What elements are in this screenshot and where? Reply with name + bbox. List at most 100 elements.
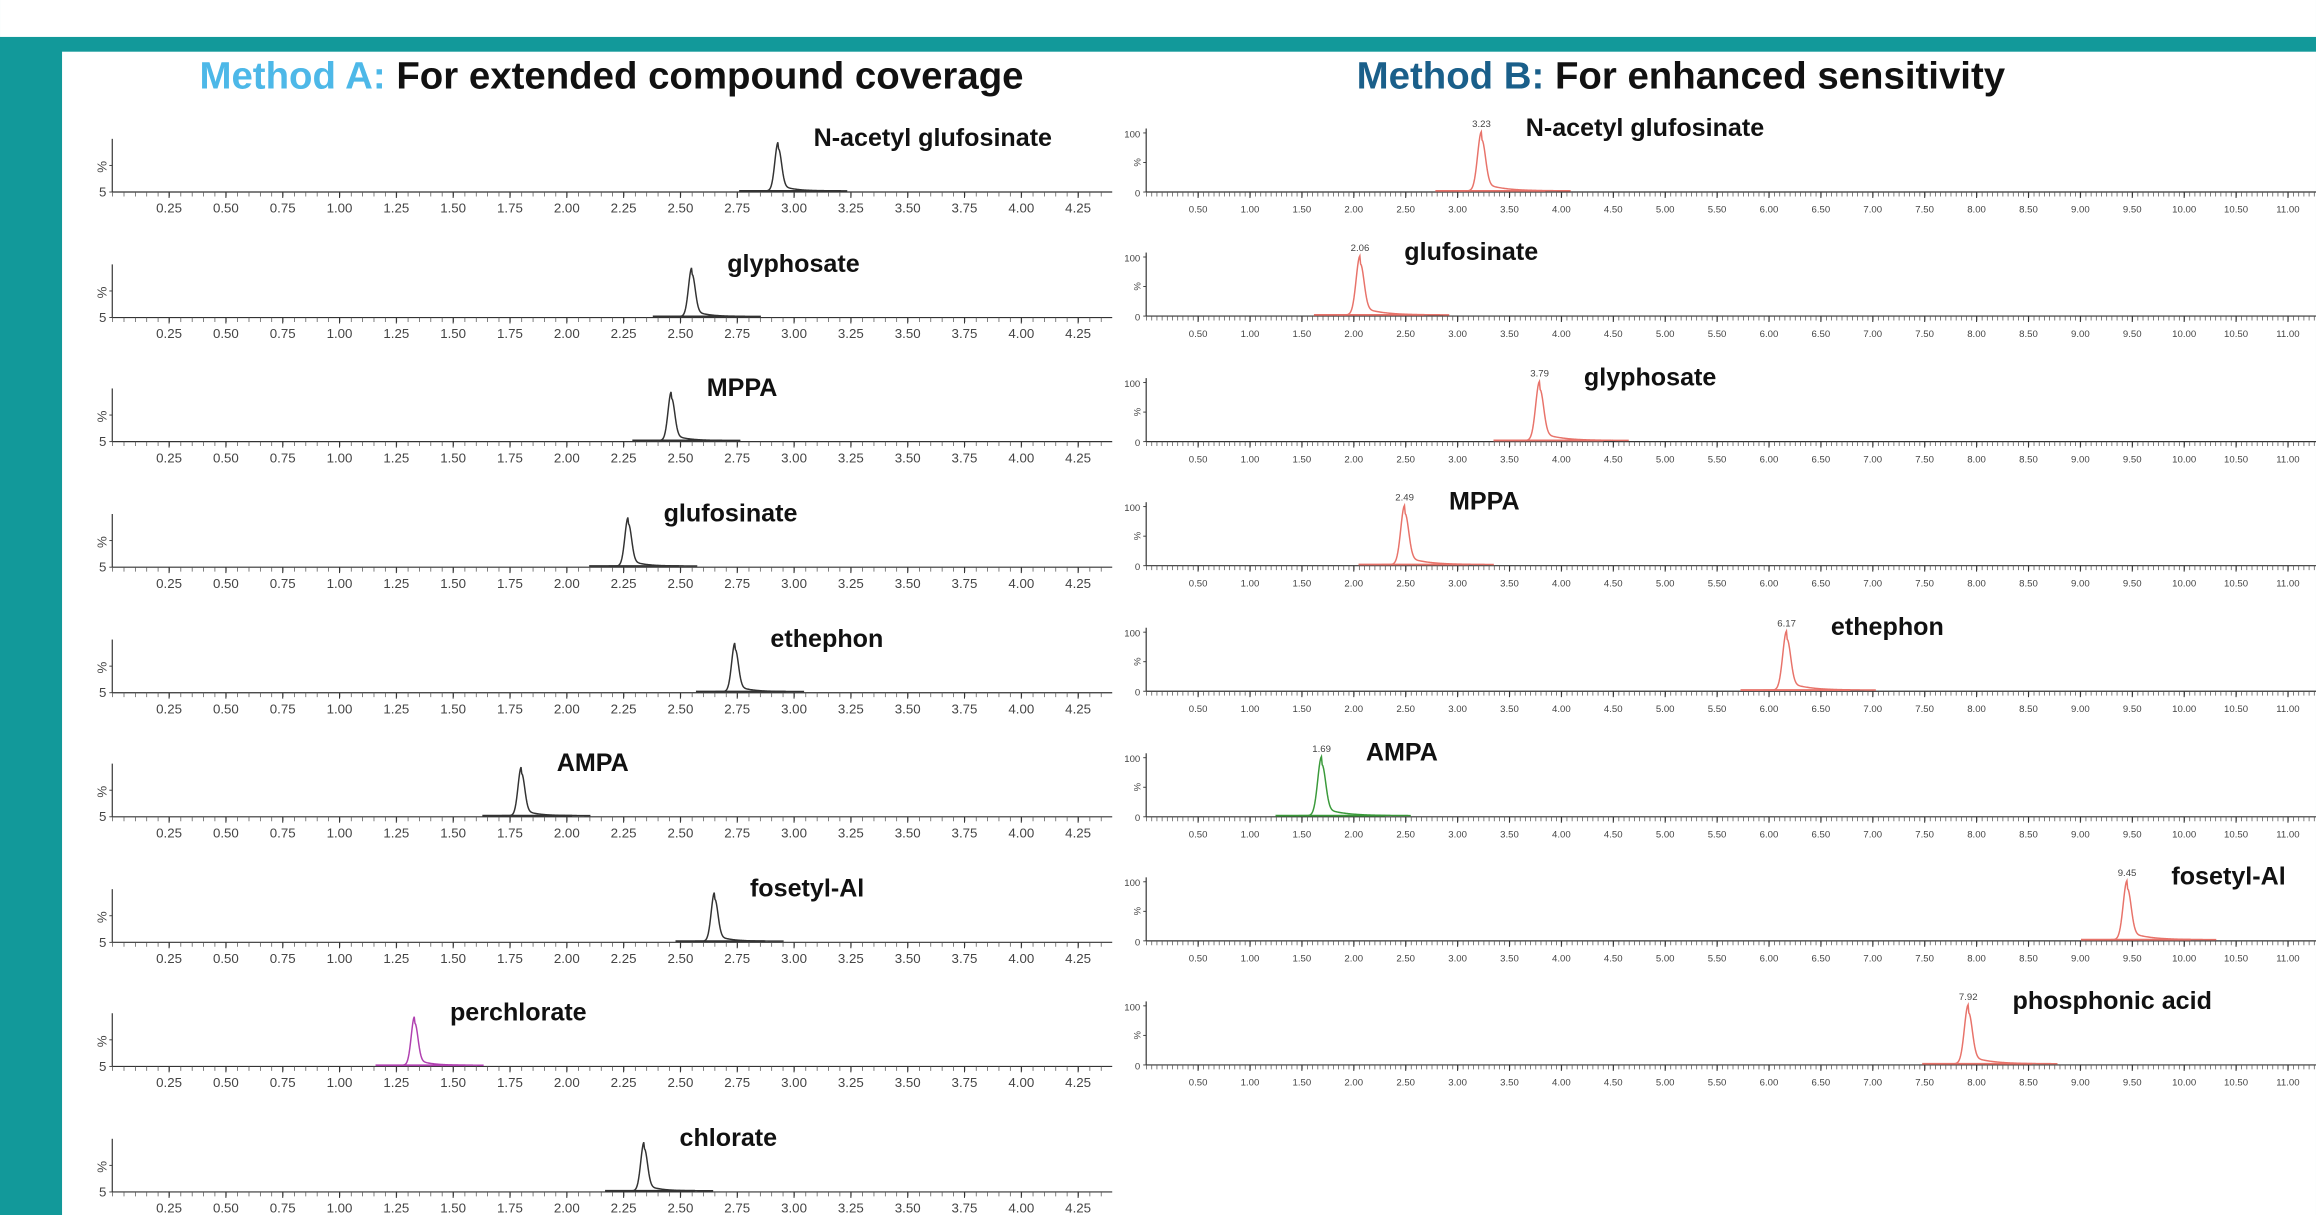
x-tick-label: 4.00 (1008, 450, 1034, 465)
x-tick-label: 1.00 (1241, 205, 1260, 216)
x-tick-label: 2.00 (1344, 1078, 1363, 1089)
x-tick-label: 0.50 (213, 326, 239, 341)
x-tick-label: 2.25 (611, 825, 637, 840)
x-tick-label: 2.25 (611, 450, 637, 465)
x-tick-label: 5.50 (1708, 1078, 1727, 1089)
y-label: 5 (99, 809, 106, 824)
peak-label: 3.23 (1472, 119, 1491, 130)
x-tick-label: 1.00 (327, 201, 353, 216)
x-tick-label: 6.00 (1760, 954, 1779, 965)
x-tick-label: 3.75 (952, 951, 978, 966)
x-tick-label: 2.50 (667, 201, 693, 216)
x-tick-label: 3.75 (952, 201, 978, 216)
x-tick-label: 1.75 (497, 326, 523, 341)
x-tick-label: 9.50 (2123, 1078, 2142, 1089)
x-tick-label: 4.50 (1604, 578, 1623, 589)
x-tick-label: 2.00 (554, 450, 580, 465)
x-tick-label: 3.50 (895, 201, 921, 216)
x-tick-label: 10.50 (2224, 329, 2248, 340)
peak (758, 142, 848, 192)
x-tick-label: 1.25 (383, 1201, 409, 1215)
x-tick-label: 2.25 (611, 1201, 637, 1215)
x-tick-label: 3.50 (1500, 205, 1519, 216)
x-tick-label: 4.25 (1065, 1075, 1091, 1090)
x-tick-label: 8.00 (1967, 829, 1986, 840)
y-label: % (94, 410, 109, 422)
x-tick-label: 1.75 (497, 951, 523, 966)
x-tick-label: 8.50 (2019, 704, 2038, 715)
x-tick-label: 8.00 (1967, 578, 1986, 589)
x-tick-label: 2.75 (724, 201, 750, 216)
x-tick-label: 2.25 (611, 951, 637, 966)
x-tick-label: 4.00 (1552, 954, 1571, 965)
x-tick-label: 7.50 (1915, 1078, 1934, 1089)
x-tick-label: 0.75 (270, 576, 296, 591)
peak (501, 766, 591, 817)
x-tick-label: 3.50 (895, 825, 921, 840)
x-tick-label: 4.00 (1008, 201, 1034, 216)
y-label: 100 (1124, 253, 1140, 264)
x-tick-label: 3.00 (781, 1075, 807, 1090)
x-tick-label: 3.00 (1448, 329, 1467, 340)
x-tick-label: 3.00 (781, 576, 807, 591)
y-label: % (94, 662, 109, 674)
x-tick-label: 1.50 (1293, 454, 1312, 465)
x-tick-label: 1.50 (440, 825, 466, 840)
x-tick-label: 1.75 (497, 701, 523, 716)
y-label: % (1132, 657, 1143, 666)
x-tick-label: 1.50 (1293, 829, 1312, 840)
title-text: For extended compound coverage (396, 55, 1023, 98)
peak-label: 9.45 (2118, 868, 2137, 879)
x-tick-label: 2.50 (1396, 329, 1415, 340)
x-tick-label: 9.00 (2071, 704, 2090, 715)
x-tick-label: 8.00 (1967, 205, 1986, 216)
x-tick-label: 7.00 (1863, 1078, 1882, 1089)
trace-name: AMPA (1366, 739, 1438, 767)
x-tick-label: 2.00 (554, 326, 580, 341)
peak-label: 2.49 (1395, 493, 1414, 504)
x-tick-label: 1.00 (327, 951, 353, 966)
x-tick-label: 10.50 (2224, 954, 2248, 965)
x-tick-label: 2.00 (554, 576, 580, 591)
x-tick-label: 11.00 (2276, 454, 2299, 465)
x-tick-label: 3.25 (838, 1201, 864, 1215)
trace-name: fosetyl-Al (2171, 863, 2285, 891)
trace-name: phosphonic acid (2013, 987, 2212, 1015)
x-tick-label: 9.50 (2123, 704, 2142, 715)
x-tick-label: 2.50 (1396, 954, 1415, 965)
title-space (386, 55, 397, 98)
x-tick-label: 5.00 (1656, 205, 1675, 216)
x-tick-label: 8.50 (2019, 829, 2038, 840)
y-label: 100 (1124, 1002, 1140, 1013)
peak-label: 7.92 (1959, 992, 1978, 1003)
x-tick-label: 0.75 (270, 951, 296, 966)
trace-name: AMPA (557, 749, 629, 777)
title-text: For enhanced sensitivity (1555, 55, 2006, 98)
x-tick-label: 1.00 (1241, 704, 1260, 715)
y-label: 0 (1135, 813, 1140, 824)
x-tick-label: 10.50 (2224, 205, 2248, 216)
trace-name: N-acetyl glufosinate (814, 124, 1052, 152)
x-tick-label: 3.00 (1448, 578, 1467, 589)
x-tick-label: 3.50 (1500, 704, 1519, 715)
x-tick-label: 2.50 (667, 701, 693, 716)
x-tick-label: 3.50 (1500, 1078, 1519, 1089)
x-tick-label: 9.50 (2123, 329, 2142, 340)
y-label: 0 (1135, 438, 1140, 449)
x-tick-label: 0.25 (156, 201, 182, 216)
x-tick-label: 8.50 (2019, 1078, 2038, 1089)
x-tick-label: 5.50 (1708, 829, 1727, 840)
x-tick-label: 3.50 (895, 450, 921, 465)
x-tick-label: 2.25 (611, 1075, 637, 1090)
y-label: 100 (1124, 754, 1140, 765)
x-tick-label: 7.50 (1915, 954, 1934, 965)
x-tick-label: 3.75 (952, 326, 978, 341)
y-label: 100 (1124, 129, 1140, 140)
x-tick-label: 1.75 (497, 1075, 523, 1090)
x-tick-label: 1.00 (327, 1201, 353, 1215)
x-tick-label: 7.00 (1863, 205, 1882, 216)
x-tick-label: 9.50 (2123, 205, 2142, 216)
x-tick-label: 3.00 (1448, 454, 1467, 465)
x-tick-label: 4.00 (1552, 1078, 1571, 1089)
